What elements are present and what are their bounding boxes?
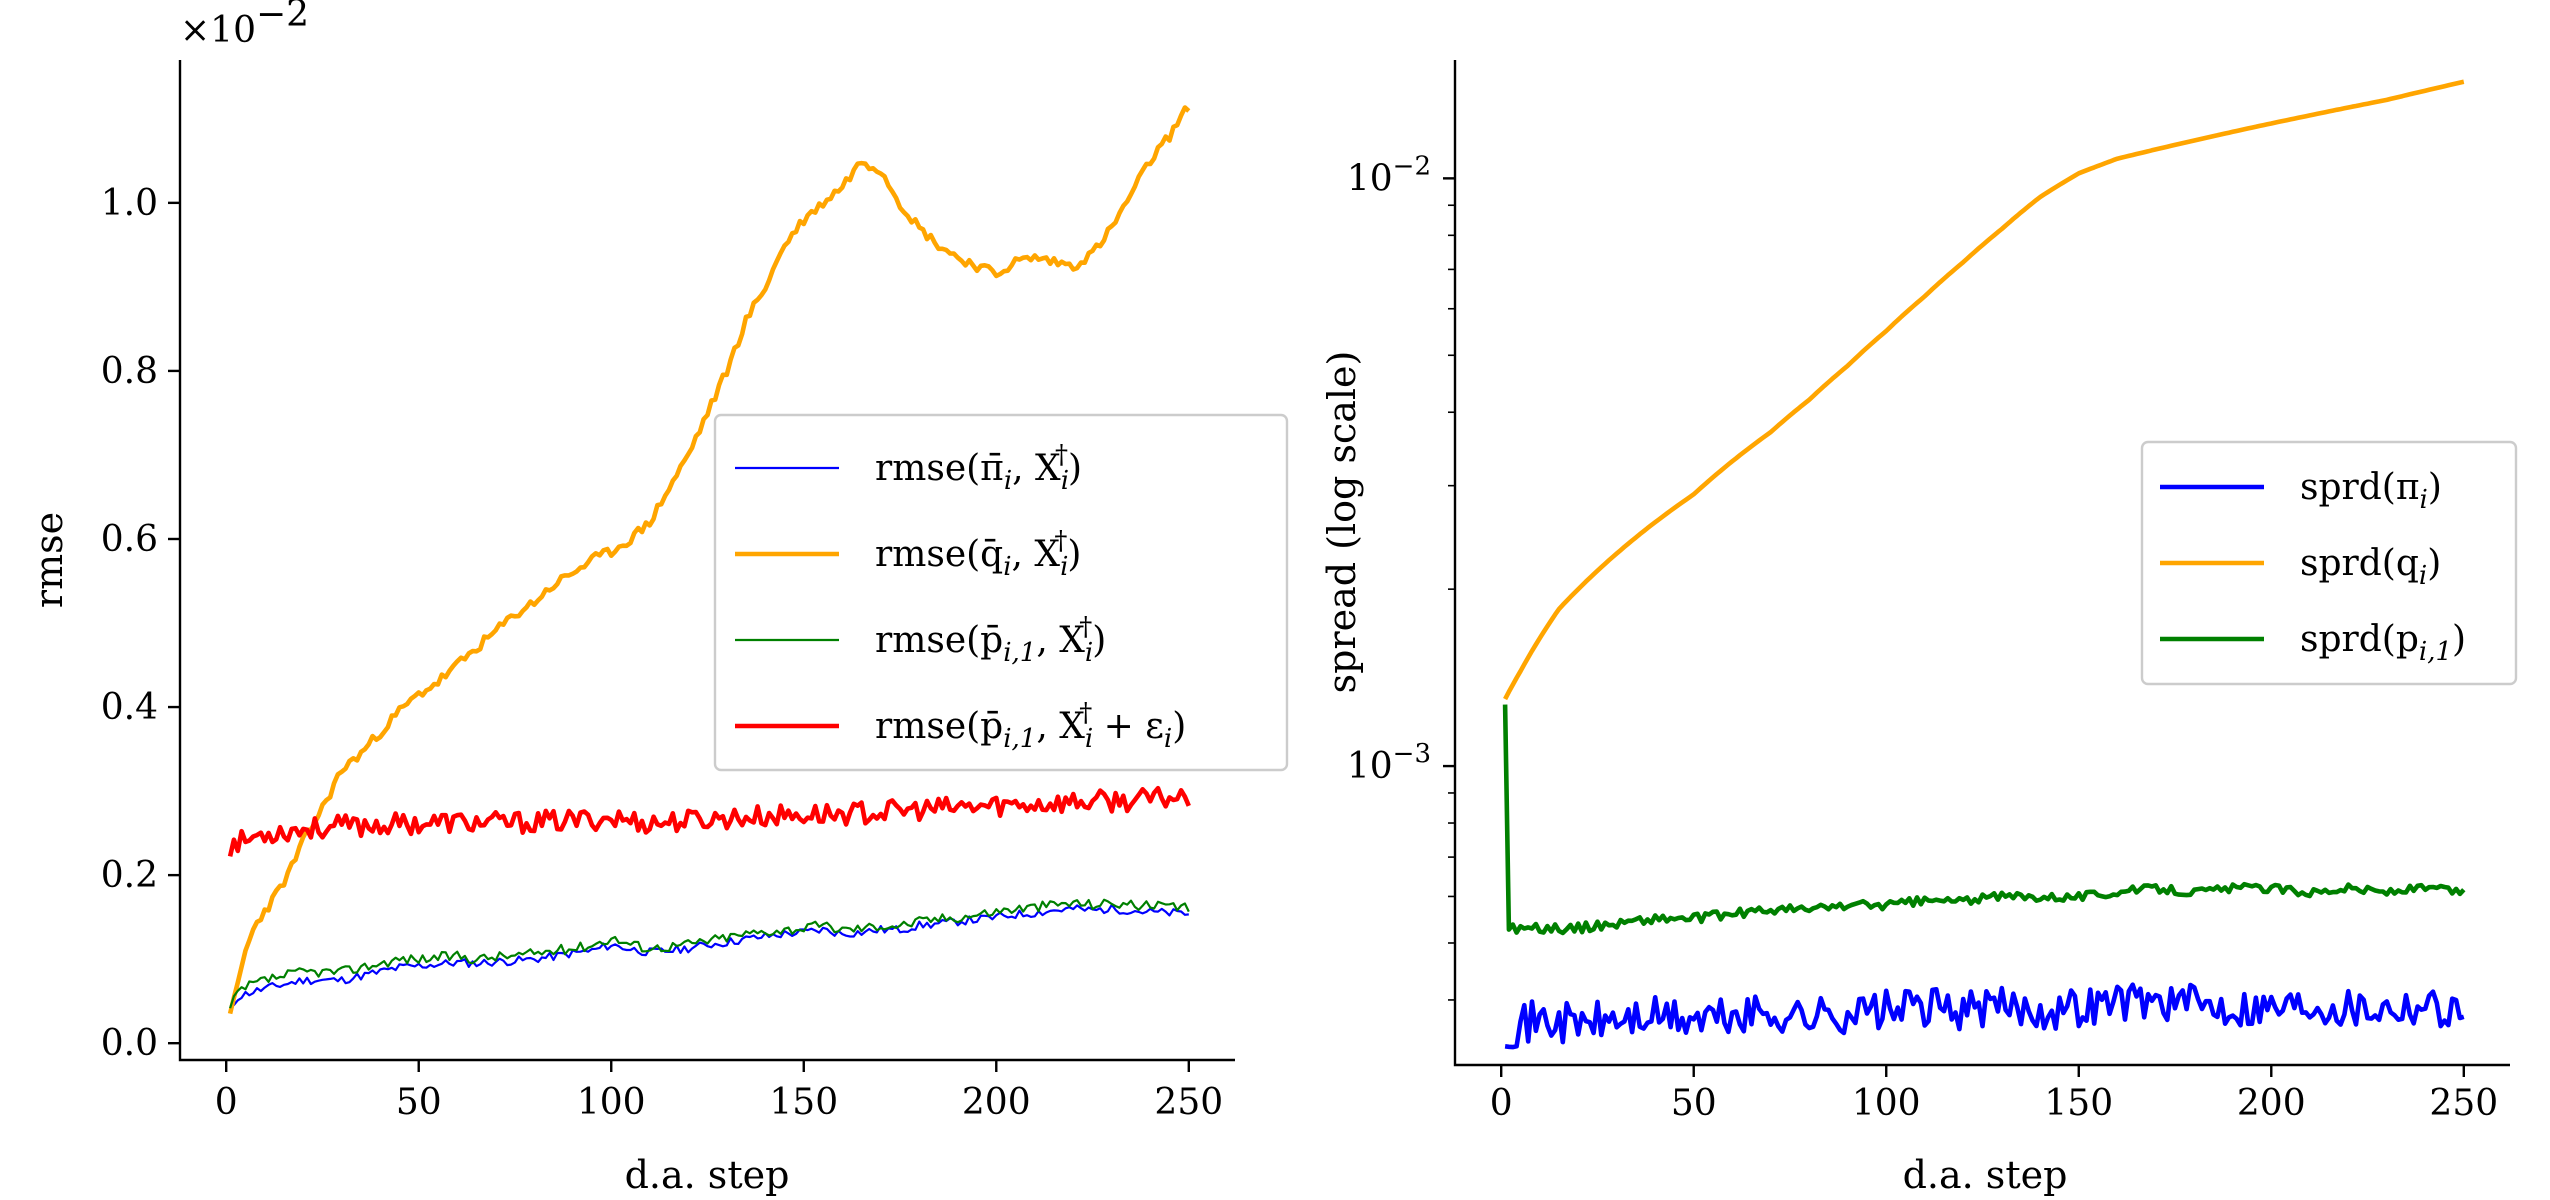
left-x-tick-label: 50 xyxy=(396,1082,442,1123)
left-offset-exponent: −2 xyxy=(256,0,309,35)
right-legend-label: sprd(pi,1) xyxy=(2300,619,2466,667)
left-legend-label: rmse(q̄i, Xi†) xyxy=(875,526,1081,582)
right-x-tick-label: 100 xyxy=(1852,1083,1921,1124)
left-y-axis-label: rmse xyxy=(27,512,71,608)
left-y-tick-label: 0.8 xyxy=(101,351,158,392)
right-chart: 0 50 100 150 200 250 10−3 10−2 d.a. step sprea… xyxy=(1320,60,2518,1197)
left-legend-frame xyxy=(713,413,1289,772)
right-legend-label: sprd(πi) xyxy=(2300,467,2442,515)
left-series-line-2 xyxy=(229,898,1190,1009)
left-x-tick-label: 0 xyxy=(215,1082,238,1123)
right-axes xyxy=(1453,60,2510,1067)
right-legend: sprd(πi) sprd(qi) sprd(pi,1) xyxy=(2140,440,2518,686)
left-offset-label: ×10−2 xyxy=(180,0,309,51)
left-legend-label: rmse(p̄i,1, Xi† + εi) xyxy=(875,698,1186,754)
right-series-line-0 xyxy=(1504,982,2465,1050)
right-y-tick-label: 10−3 xyxy=(1347,739,1431,787)
right-x-axis-label: d.a. step xyxy=(1903,1153,2068,1197)
left-y-tick-label: 0.2 xyxy=(101,855,158,896)
left-y-tick-label: 1.0 xyxy=(101,183,158,224)
right-legend-entries: sprd(πi) sprd(qi) sprd(pi,1) xyxy=(2160,467,2466,667)
right-y-tick-label: 10−2 xyxy=(1347,151,1431,199)
left-series-line-3 xyxy=(227,785,1191,857)
right-legend-frame xyxy=(2140,440,2518,686)
left-legend-label: rmse(π̄i, Xi†) xyxy=(875,440,1082,496)
left-x-tick-label: 200 xyxy=(962,1082,1031,1123)
right-legend-label: sprd(qi) xyxy=(2300,543,2441,591)
left-legend: rmse(π̄i, Xi†) rmse(q̄i, Xi†) rmse(p̄i,1, … xyxy=(713,413,1289,772)
left-y-tick-label: 0.0 xyxy=(101,1023,158,1064)
right-x-tick-label: 200 xyxy=(2237,1083,2306,1124)
left-legend-label: rmse(p̄i,1, Xi†) xyxy=(875,612,1106,668)
left-legend-entries: rmse(π̄i, Xi†) rmse(q̄i, Xi†) rmse(p̄i,1, … xyxy=(735,440,1186,754)
right-y-ticks: 10−3 10−2 xyxy=(1347,151,1455,1001)
left-series-line-1 xyxy=(227,105,1191,1015)
left-series-line-0 xyxy=(229,903,1189,1008)
left-offset-base: ×10 xyxy=(180,10,256,51)
right-x-tick-label: 50 xyxy=(1671,1083,1717,1124)
left-y-tick-label: 0.4 xyxy=(101,687,158,728)
right-x-tick-label: 250 xyxy=(2429,1083,2498,1124)
left-chart: 0 50 100 150 200 250 0.0 0.2 0.4 0.6 0.8 1.0 d.a. … xyxy=(27,0,1289,1197)
right-x-ticks: 0 50 100 150 200 250 xyxy=(1490,1065,2498,1124)
left-x-tick-label: 250 xyxy=(1154,1082,1223,1123)
left-axes xyxy=(178,60,1235,1062)
right-series-line-1 xyxy=(1503,79,2465,701)
right-series-line-2 xyxy=(1502,704,2466,936)
right-y-axis-label: spread (log scale) xyxy=(1320,351,1364,694)
right-series-layer xyxy=(1502,79,2466,1050)
right-x-tick-label: 0 xyxy=(1490,1083,1513,1124)
right-x-tick-label: 150 xyxy=(2044,1083,2113,1124)
left-x-tick-label: 100 xyxy=(577,1082,646,1123)
left-series-layer xyxy=(227,105,1191,1015)
left-x-axis-label: d.a. step xyxy=(625,1153,790,1197)
left-x-ticks: 0 50 100 150 200 250 xyxy=(215,1060,1223,1123)
left-y-tick-label: 0.6 xyxy=(101,519,158,560)
left-y-ticks: 0.0 0.2 0.4 0.6 0.8 1.0 xyxy=(101,183,180,1064)
left-x-tick-label: 150 xyxy=(769,1082,838,1123)
